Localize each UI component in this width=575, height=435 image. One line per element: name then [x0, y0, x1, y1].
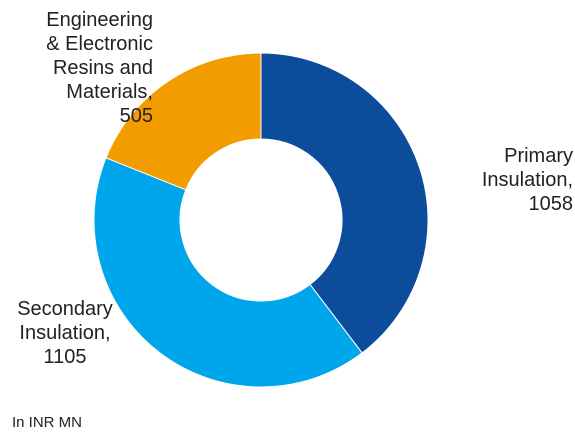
- slice-label-line: Resins and: [52, 57, 153, 79]
- slice-value-label: 1105: [43, 346, 87, 368]
- donut-slice-engineering-electronic-resins-and-materials: [105, 52, 262, 191]
- slice-label-line: Secondary: [17, 298, 113, 320]
- slice-value-label: 1058: [528, 193, 574, 215]
- slice-label-line: Insulation,: [481, 169, 573, 191]
- slice-label-line: Primary: [504, 145, 573, 167]
- slice-label-primary-insulation: Primary Insulation, 1058: [448, 144, 573, 216]
- slice-label-secondary-insulation: Secondary Insulation, 1105: [6, 297, 124, 369]
- slice-label-line: Materials,: [66, 81, 153, 103]
- donut-slice-primary-insulation: [260, 52, 429, 354]
- slice-label-line: Engineering: [46, 9, 153, 31]
- slice-label-line: Insulation,: [19, 322, 111, 344]
- slice-label-engineering-resins: Engineering & Electronic Resins and Mate…: [8, 8, 153, 128]
- donut-slice-secondary-insulation: [93, 157, 363, 388]
- slice-label-line: & Electronic: [46, 33, 153, 55]
- slice-value-label: 505: [119, 105, 153, 127]
- unit-note: In INR MN: [12, 414, 83, 431]
